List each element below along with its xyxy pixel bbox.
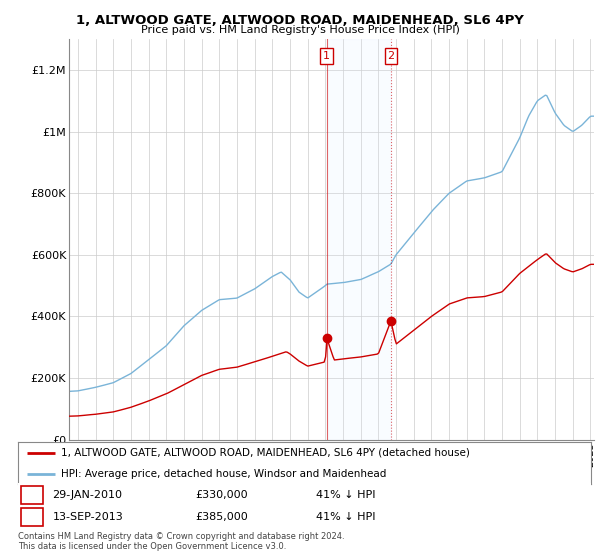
- Text: 1: 1: [28, 490, 35, 500]
- Text: 29-JAN-2010: 29-JAN-2010: [52, 490, 122, 500]
- Text: 1, ALTWOOD GATE, ALTWOOD ROAD, MAIDENHEAD, SL6 4PY (detached house): 1, ALTWOOD GATE, ALTWOOD ROAD, MAIDENHEA…: [61, 448, 470, 458]
- Text: 2: 2: [388, 51, 394, 61]
- Text: £330,000: £330,000: [196, 490, 248, 500]
- Text: 13-SEP-2013: 13-SEP-2013: [52, 512, 123, 522]
- Text: Price paid vs. HM Land Registry's House Price Index (HPI): Price paid vs. HM Land Registry's House …: [140, 25, 460, 35]
- Text: Contains HM Land Registry data © Crown copyright and database right 2024.
This d: Contains HM Land Registry data © Crown c…: [18, 532, 344, 552]
- FancyBboxPatch shape: [21, 508, 43, 526]
- Text: 1: 1: [323, 51, 330, 61]
- Text: 1, ALTWOOD GATE, ALTWOOD ROAD, MAIDENHEAD, SL6 4PY: 1, ALTWOOD GATE, ALTWOOD ROAD, MAIDENHEA…: [76, 14, 524, 27]
- Text: HPI: Average price, detached house, Windsor and Maidenhead: HPI: Average price, detached house, Wind…: [61, 469, 386, 479]
- Text: 41% ↓ HPI: 41% ↓ HPI: [316, 512, 376, 522]
- Bar: [327, 39, 391, 440]
- Text: 41% ↓ HPI: 41% ↓ HPI: [316, 490, 376, 500]
- Text: £385,000: £385,000: [196, 512, 248, 522]
- FancyBboxPatch shape: [21, 486, 43, 505]
- Text: 2: 2: [28, 512, 35, 522]
